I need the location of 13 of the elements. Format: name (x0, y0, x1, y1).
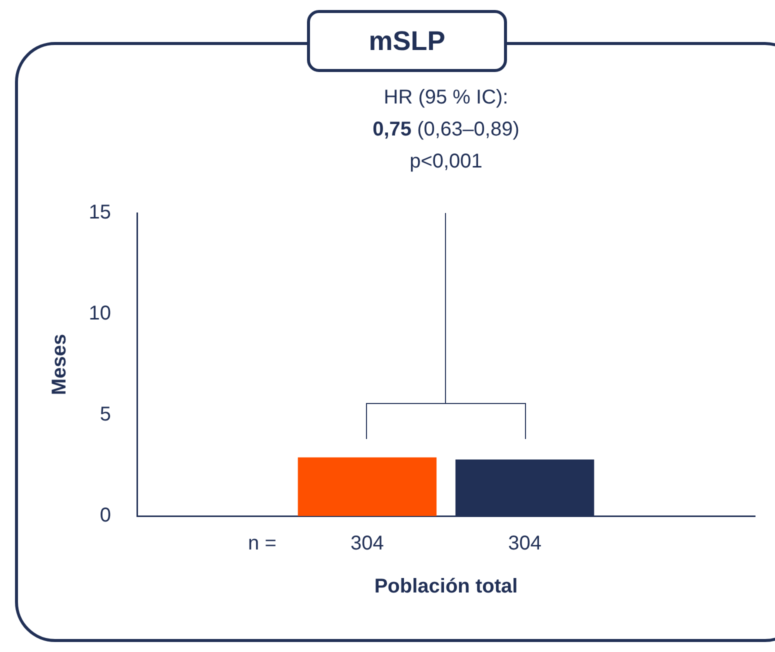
y-tick-label: 0 (100, 504, 111, 527)
chart-title: mSLP (307, 10, 507, 72)
text: HR (95 % IC): (384, 86, 508, 109)
text: n = (248, 532, 276, 555)
x-axis-title: Población total (374, 576, 518, 598)
text: p<0,001 (410, 150, 482, 173)
text: 304 (350, 532, 384, 555)
y-tick-label: 5 (100, 404, 111, 426)
text: 0,75 (0,63–0,89) (372, 118, 520, 141)
y-tick-label: 15 (88, 202, 111, 224)
text: 304 (508, 532, 542, 555)
y-axis-title: Meses (48, 334, 71, 396)
y-tick-label: 10 (88, 302, 111, 325)
